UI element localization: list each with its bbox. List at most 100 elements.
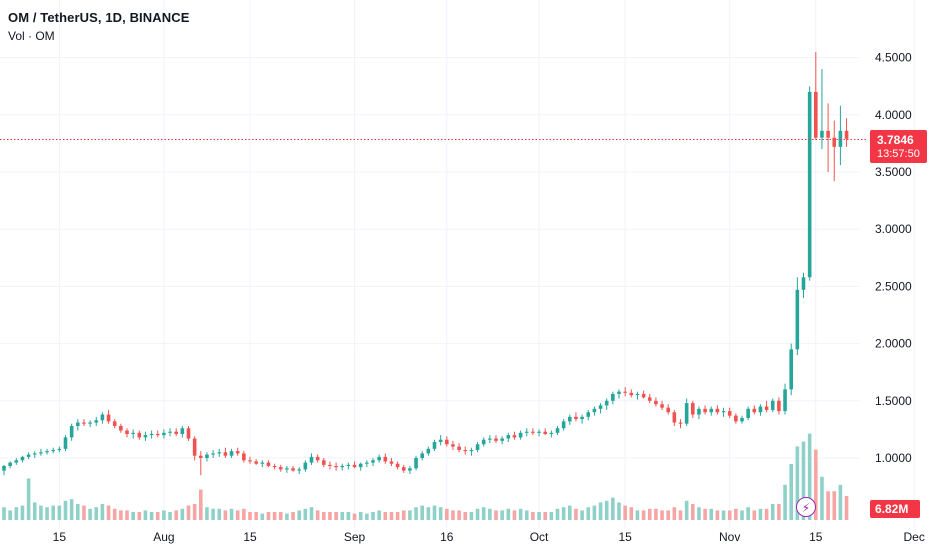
candle-body [235,451,240,454]
candle-body [377,456,381,461]
candle-body [57,448,62,450]
candle-body [580,416,584,420]
candle-body [192,438,197,456]
volume-bar [715,510,720,520]
volume-bar [691,504,695,520]
volume-bar [506,508,511,520]
volume-bar [45,507,49,520]
candle-body [408,468,412,471]
candle-body [604,400,609,406]
candle-body [199,455,203,458]
candle-body [63,437,68,449]
volume-bar [149,512,154,520]
volume-bar [647,508,652,520]
volume-bar [764,508,769,520]
candle-body [94,420,99,423]
volume-bar [457,510,461,520]
candle-body [112,421,117,426]
y-tick-label: 1.5000 [875,394,912,408]
x-tick-label: Sep [344,530,366,544]
candle-body [734,415,738,422]
candle-body [715,408,720,413]
candle-body [666,407,670,413]
volume-bar [112,508,117,520]
candle-body [8,462,12,467]
candle-body [469,449,474,452]
candle-body [752,408,757,413]
candle-body [309,456,314,463]
volume-bar [328,512,332,520]
volume-bar [211,508,215,520]
volume-bar [26,478,31,520]
volume-bar [580,510,584,520]
volume-bar [303,508,308,520]
last-price-value: 3.7846 [877,133,914,148]
volume-bar [660,510,664,520]
candle-body [586,412,591,417]
volume-bar [414,507,418,520]
volume-bar [488,508,492,520]
volume-bar [709,508,714,520]
candle-body [820,130,824,138]
volume-bar [752,510,757,520]
volume-bar [334,512,338,520]
symbol-title[interactable]: OM / TetherUS, 1D, BINANCE [8,10,190,25]
candle-body [629,392,634,396]
volume-bar [205,507,209,520]
volume-bar [266,512,271,520]
volume-bar [180,508,185,520]
volume-bar [598,502,603,520]
candle-body [168,431,172,433]
candle-body [524,431,529,433]
volume-bar [629,507,634,520]
y-tick-label: 4.5000 [875,51,912,65]
volume-bar [469,512,474,520]
volume-bar [820,476,824,520]
volume-bar [63,500,68,520]
candle-body [543,431,547,434]
candle-body [488,438,492,440]
volume-bar [377,510,381,520]
candle-body [457,446,461,450]
volume-indicator-label[interactable]: Vol · OM [8,29,55,43]
candle-body [303,462,308,470]
candle-body [500,438,504,441]
volume-bar [494,510,498,520]
candle-body [635,393,640,396]
candle-body [647,397,652,401]
candle-body [432,441,437,449]
volume-bar [51,505,55,520]
volume-bar [703,508,707,520]
candle-body [365,462,369,464]
candle-body [549,432,554,434]
candle-body [691,403,695,415]
volume-bar [143,510,148,520]
candle-body [137,432,142,438]
volume-bar [623,505,627,520]
volume-bar [223,510,228,520]
volume-bar [432,505,437,520]
y-tick-label: 2.0000 [875,337,912,351]
candle-body [518,432,523,438]
y-tick-label: 1.0000 [875,451,912,465]
candle-body [420,453,424,458]
candle-body [14,460,19,463]
volume-bar [783,484,787,520]
candle-body [555,428,560,433]
candle-body [69,425,74,438]
candle-body [211,453,215,455]
volume-bar [795,446,800,520]
volume-bar [543,512,547,520]
candle-body [180,428,185,434]
candle-body [395,463,400,468]
volume-bar [2,507,6,520]
x-tick-label: 15 [809,530,823,544]
candle-body [574,416,578,420]
lightning-icon[interactable]: ⚡ [796,497,816,517]
candle-body [340,466,345,468]
volume-bar [678,510,683,520]
volume-bar [838,484,843,520]
candle-body [383,456,388,462]
